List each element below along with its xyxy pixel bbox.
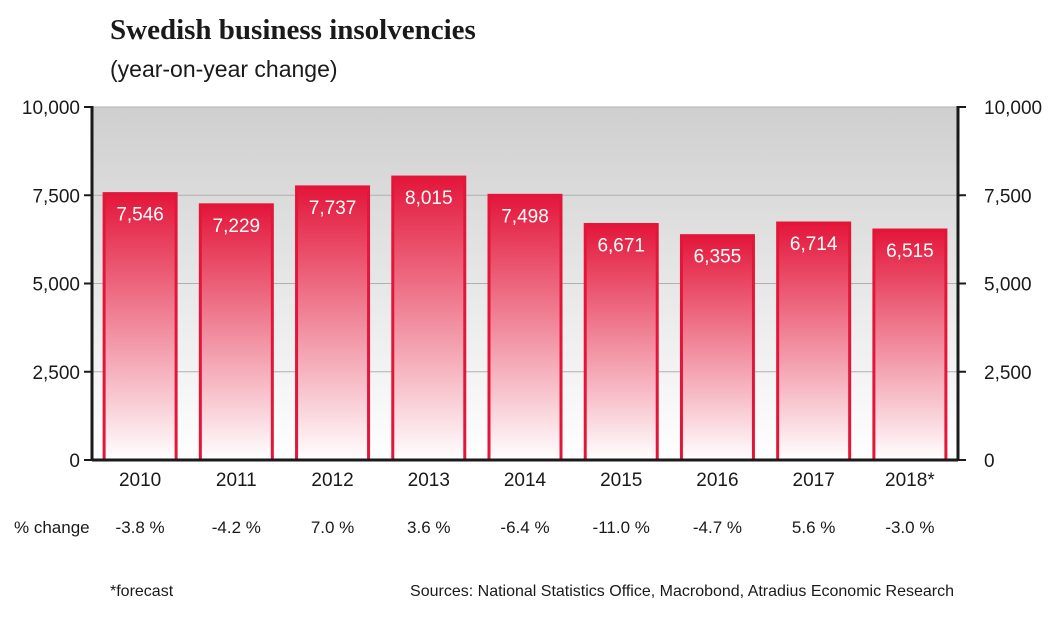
x-tick-label: 2014 <box>504 470 547 491</box>
percent-change-value: -3.8 % <box>116 518 165 537</box>
bar <box>583 223 659 462</box>
bar <box>679 234 755 462</box>
bar-value-label: 8,015 <box>405 188 453 209</box>
x-tick-label: 2018* <box>885 470 935 491</box>
footnote: *forecast <box>110 583 174 600</box>
x-tick-label: 2017 <box>793 470 835 491</box>
bar <box>391 175 467 462</box>
sources-note: Sources: National Statistics Office, Mac… <box>410 583 954 600</box>
percent-change-value: -4.7 % <box>693 518 742 537</box>
right-tick-label: 7,500 <box>984 186 1032 207</box>
bar <box>198 203 274 462</box>
right-tick-label: 0 <box>984 451 995 472</box>
x-tick-label: 2011 <box>216 470 257 491</box>
percent-change-value: 7.0 % <box>311 518 354 537</box>
left-tick-label: 2,500 <box>32 363 80 384</box>
percent-change-label: % change <box>14 518 90 537</box>
x-tick-label: 2016 <box>696 470 738 491</box>
chart-title: Swedish business insolvencies <box>110 14 476 46</box>
bar-value-label: 7,229 <box>213 216 261 237</box>
bar-value-label: 7,737 <box>309 198 357 219</box>
bar-value-label: 6,355 <box>694 247 742 268</box>
bar <box>295 185 371 462</box>
bar <box>487 193 563 462</box>
percent-change-value: -11.0 % <box>593 518 650 537</box>
x-tick-label: 2013 <box>408 470 450 491</box>
percent-change-value: 3.6 % <box>407 518 450 537</box>
left-tick-label: 10,000 <box>22 98 80 119</box>
bar-value-label: 6,714 <box>790 234 838 255</box>
x-tick-label: 2012 <box>311 470 353 491</box>
percent-change-value: 5.6 % <box>792 518 835 537</box>
bar-value-label: 6,515 <box>886 241 934 262</box>
bar-value-label: 7,546 <box>116 205 164 226</box>
axes <box>84 106 966 462</box>
bar-value-label: 6,671 <box>597 236 645 257</box>
percent-change-value: -6.4 % <box>500 518 549 537</box>
bar <box>872 228 948 462</box>
right-tick-label: 5,000 <box>984 275 1032 296</box>
percent-change-value: -4.2 % <box>212 518 261 537</box>
right-tick-label: 10,000 <box>984 98 1042 119</box>
x-tick-label: 2015 <box>600 470 642 491</box>
x-tick-label: 2010 <box>119 470 161 491</box>
chart-subtitle: (year-on-year change) <box>110 56 338 82</box>
percent-change-value: -3.0 % <box>885 518 934 537</box>
bars <box>102 175 948 462</box>
bar-value-label: 7,498 <box>501 206 549 227</box>
left-tick-label: 7,500 <box>32 186 80 207</box>
left-tick-label: 0 <box>69 451 80 472</box>
left-tick-label: 5,000 <box>32 275 80 296</box>
labels: 0 0 2,500 2,500 5,000 5,000 7,500 7,500 10,000 10… <box>14 98 1042 537</box>
bar <box>776 221 852 462</box>
right-tick-label: 2,500 <box>984 363 1032 384</box>
bar <box>102 192 178 462</box>
